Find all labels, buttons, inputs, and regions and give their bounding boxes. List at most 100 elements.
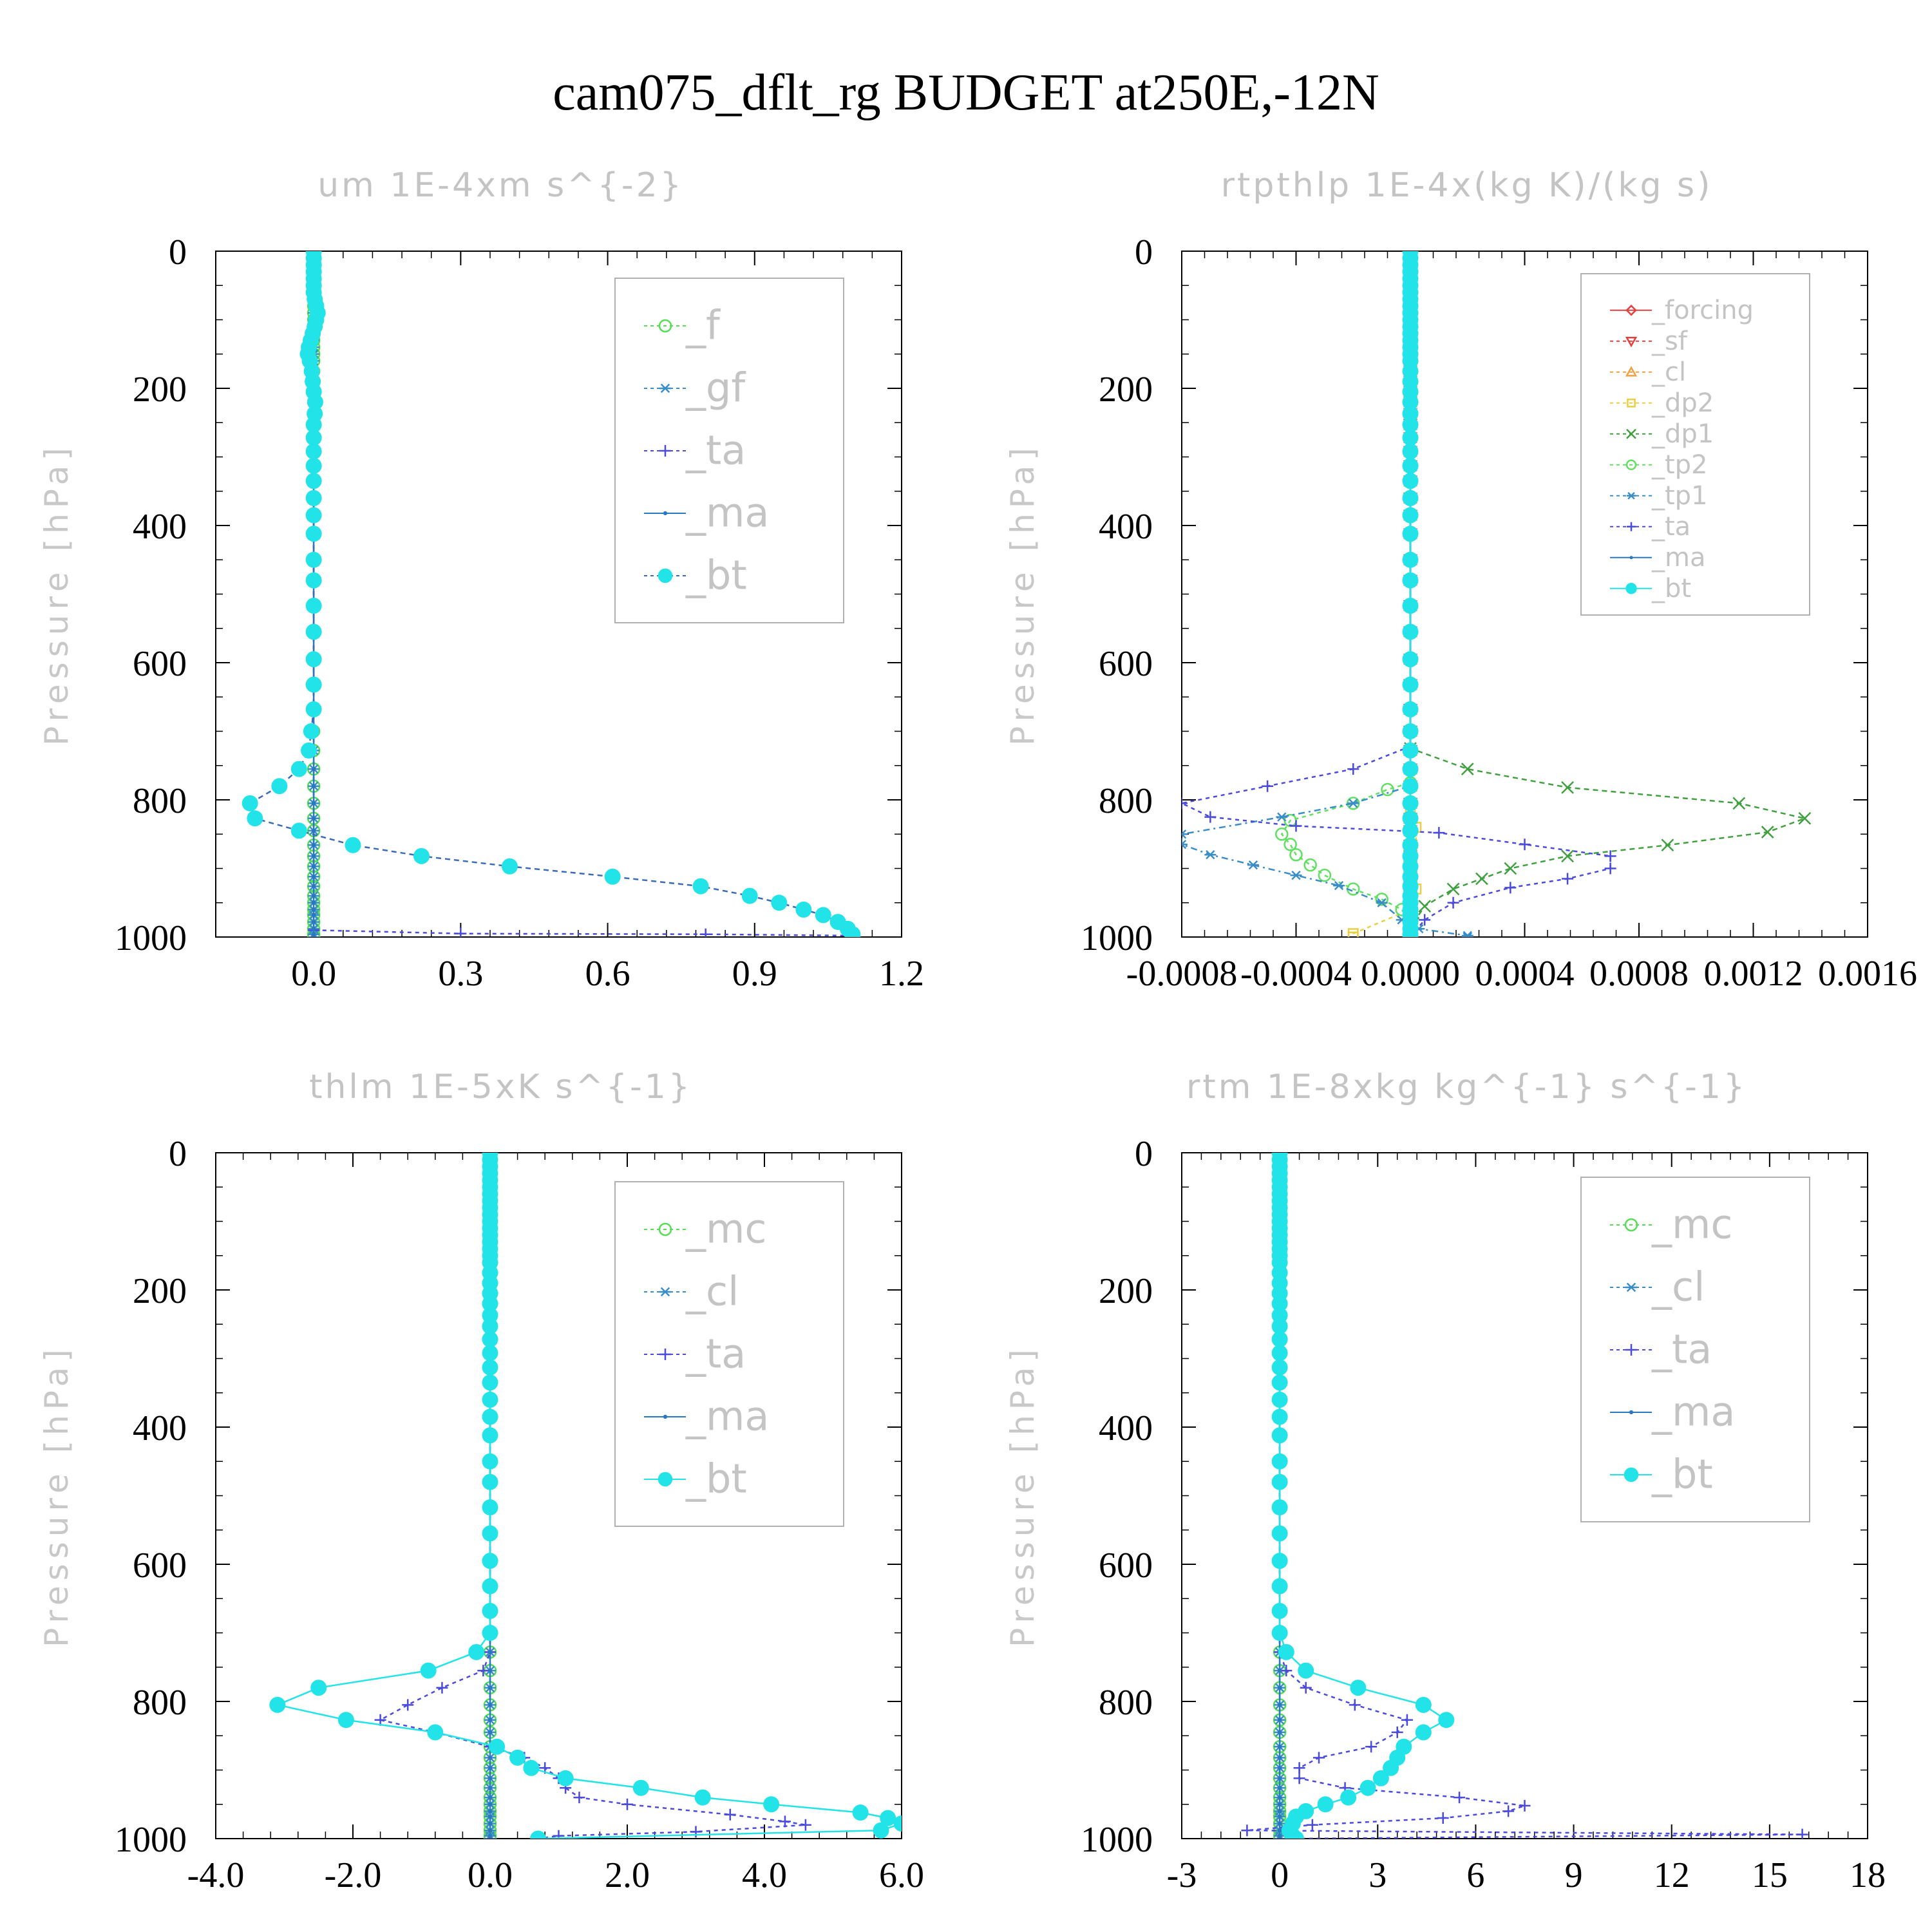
data-point [1271, 1499, 1288, 1516]
data-point [1372, 1770, 1389, 1786]
data-point [1383, 1759, 1399, 1776]
data-point [1798, 811, 1812, 825]
y-tick-label: 0 [1135, 1134, 1153, 1174]
data-point [1277, 1668, 1282, 1673]
y-tick-label: 600 [133, 1546, 187, 1586]
data-point [741, 887, 758, 904]
data-point [1561, 781, 1574, 794]
series-line [1280, 251, 1412, 937]
data-point [482, 1499, 498, 1516]
data-point [724, 1808, 736, 1821]
data-point [1761, 826, 1774, 838]
data-point [1402, 457, 1419, 474]
data-point [482, 1625, 498, 1641]
legend-item: _gf [644, 364, 746, 411]
legend-item: _ta [1610, 1325, 1712, 1372]
data-point [305, 507, 322, 524]
series-bt [1271, 1153, 1455, 1839]
data-point [488, 1730, 493, 1735]
legend-marker [1624, 1218, 1638, 1232]
data-point [1277, 1786, 1282, 1790]
data-point [310, 1680, 327, 1696]
data-point [501, 858, 518, 875]
data-point [301, 742, 317, 759]
axis-ticks: 0.0 0.3 0.6 0.9 1.2 0 200 400 600 800 1000 [115, 232, 924, 994]
data-point [1182, 840, 1188, 849]
data-point [482, 1331, 498, 1348]
data-point [799, 1819, 811, 1831]
data-point [852, 1804, 869, 1821]
data-point [1340, 1789, 1357, 1806]
x-tick-label: -0.0008 [1126, 954, 1238, 994]
legend-label: _forcing [1651, 296, 1754, 325]
data-point [1271, 1525, 1288, 1542]
data-point [1401, 1714, 1413, 1726]
data-point [1604, 862, 1616, 875]
data-point [1277, 1685, 1282, 1690]
x-tick-label: 15 [1752, 1855, 1788, 1895]
data-point [1277, 1821, 1282, 1826]
data-point [1519, 838, 1531, 851]
data-point [311, 920, 316, 924]
data-point [489, 1738, 506, 1755]
x-tick-label: -2.0 [325, 1855, 382, 1895]
data-point [1437, 1812, 1449, 1824]
data-point [1317, 1796, 1334, 1813]
data-point [311, 784, 316, 788]
data-point [1402, 676, 1419, 693]
data-point [311, 913, 316, 918]
panel-title: thlm 1E-5xK s^{-1} [309, 1068, 692, 1106]
legend-marker [1627, 398, 1636, 408]
data-point [1604, 850, 1616, 862]
y-tick-label: 1000 [1081, 918, 1153, 958]
data-point [308, 932, 320, 937]
data-point [1182, 829, 1188, 839]
x-tick-label: 9 [1565, 1855, 1583, 1895]
data-point [694, 1789, 711, 1806]
x-tick-label: 0.0 [468, 1855, 513, 1895]
x-tick-label: 0.3 [438, 954, 483, 994]
data-point [247, 810, 263, 827]
data-point [311, 864, 316, 869]
legend-label: _ta [1651, 512, 1690, 542]
legend-label: _tp1 [1651, 481, 1708, 511]
legend-label: _bt [685, 551, 747, 598]
legend-label: _ma [1651, 1388, 1735, 1435]
data-point [271, 778, 288, 795]
data-point [305, 526, 322, 542]
x-tick-label: 6 [1466, 1855, 1484, 1895]
data-point [482, 1391, 498, 1408]
y-tick-label: 200 [133, 1271, 187, 1311]
data-point [413, 848, 430, 864]
x-tick-label: 1.2 [879, 954, 924, 994]
legend-label: _ta [685, 1330, 746, 1377]
y-tick-label: 800 [133, 1683, 187, 1723]
data-point [1391, 1726, 1403, 1738]
y-tick-label: 600 [133, 644, 187, 684]
legend-marker [658, 568, 673, 583]
series-line [1182, 251, 1611, 937]
legend-label: _ma [685, 489, 769, 536]
data-point [1271, 1427, 1288, 1444]
legend-item: _mc [644, 1205, 766, 1252]
legend-marker [659, 1287, 671, 1297]
x-tick-label: 0.6 [585, 954, 630, 994]
data-point [1280, 1665, 1293, 1677]
data-point [482, 1427, 498, 1444]
chart-panel-1: um 1E-4xm s^{-2}Pressure [hPa]0.0 0.3 0.6 0… [38, 166, 924, 994]
legend-item: _ma [1610, 1388, 1735, 1435]
data-point [305, 443, 322, 460]
data-point [1298, 1662, 1314, 1679]
legend-label: _dp2 [1651, 388, 1714, 418]
data-point [1303, 858, 1317, 872]
data-area [269, 1153, 902, 1839]
y-tick-label: 1000 [115, 918, 187, 958]
data-point [1247, 860, 1259, 870]
data-point [1418, 900, 1432, 913]
data-point [477, 1665, 489, 1677]
data-point [311, 884, 316, 889]
data-point [1277, 1802, 1282, 1806]
data-point [1402, 822, 1419, 839]
legend-label: _mc [1651, 1200, 1732, 1247]
y-tick-label: 200 [1099, 1271, 1153, 1311]
